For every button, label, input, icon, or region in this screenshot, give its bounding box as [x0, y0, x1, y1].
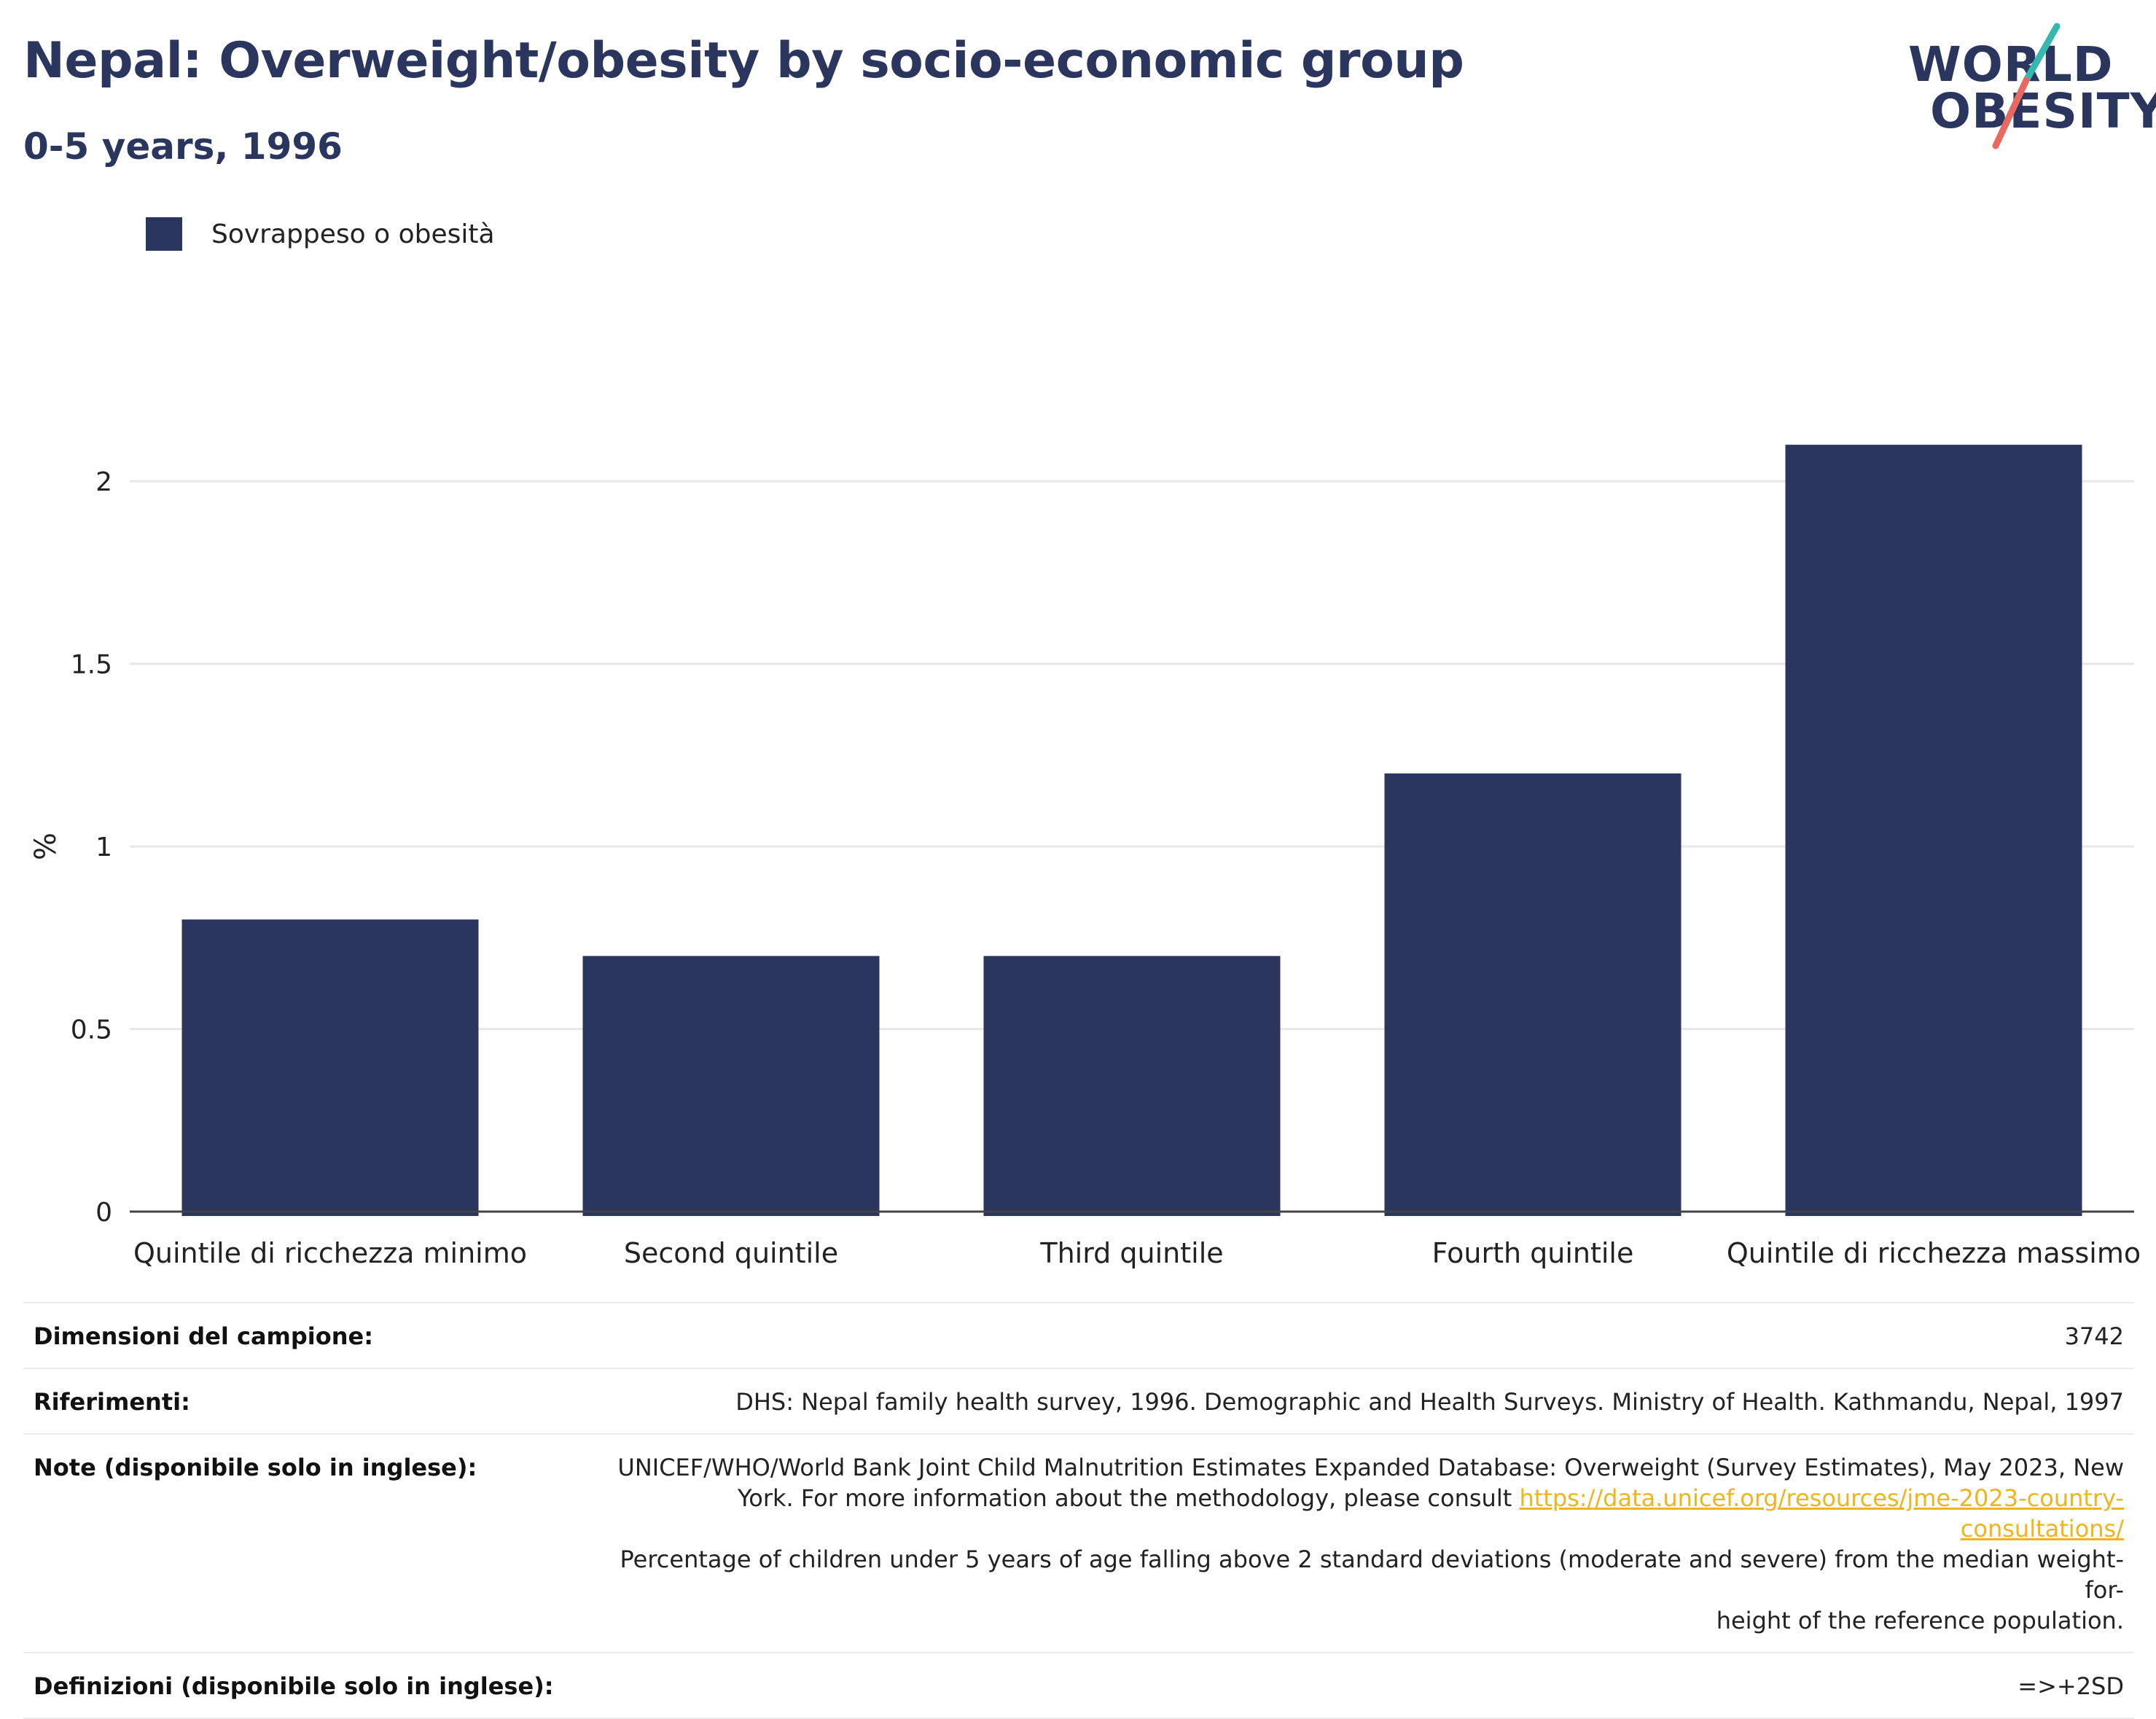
notes-link[interactable]: https://data.unicef.org/resources/jme-20…: [1519, 1484, 2124, 1543]
sample-value: 3742: [2064, 1322, 2124, 1350]
sample-label: Dimensioni del campione:: [34, 1322, 374, 1350]
world-obesity-logo: WORLD OBESITY: [1902, 20, 2156, 159]
bar[interactable]: [1785, 445, 2082, 1217]
bar[interactable]: [983, 956, 1281, 1216]
bar[interactable]: [181, 919, 479, 1216]
bar[interactable]: [582, 956, 880, 1216]
legend-label: Sovrappeso o obesità: [211, 219, 495, 249]
x-tick-label: Fourth quintile: [1432, 1237, 1634, 1269]
y-axis-title: %: [29, 833, 63, 860]
bar[interactable]: [1384, 773, 1682, 1216]
notes-value: UNICEF/WHO/World Bank Joint Child Malnut…: [593, 1452, 2124, 1636]
x-tick-label: Second quintile: [624, 1237, 838, 1269]
x-tick-label: Quintile di ricchezza massimo: [1727, 1237, 2141, 1269]
notes-line-3: Percentage of children under 5 years of …: [620, 1545, 2125, 1604]
notes-line-2: York. For more information about the met…: [593, 1483, 2124, 1544]
definitions-label: Definizioni (disponibile solo in inglese…: [34, 1672, 554, 1700]
x-tick-label: Quintile di ricchezza minimo: [133, 1237, 527, 1269]
x-tick-label: Third quintile: [1039, 1237, 1223, 1269]
legend-swatch: [146, 217, 182, 251]
chart-title: Nepal: Overweight/obesity by socio-econo…: [23, 32, 1464, 90]
y-tick-label: 0.5: [71, 1016, 112, 1045]
logo-text-obesity: OBESITY: [1930, 83, 2156, 139]
references-label: Riferimenti:: [34, 1388, 190, 1416]
info-row-sample: Dimensioni del campione: 3742: [23, 1303, 2134, 1369]
y-tick-label: 1: [95, 833, 112, 862]
info-row-notes: Note (disponibile solo in inglese): UNIC…: [23, 1435, 2134, 1653]
notes-line-4: height of the reference population.: [1716, 1607, 2124, 1634]
y-tick-label: 0: [95, 1198, 112, 1228]
bar-chart: 0 0.5 1 1.5 2 Quintile di ricchezza minimo Se…: [29, 445, 2141, 1269]
definitions-value: =>+2SD: [2018, 1672, 2124, 1700]
logo-text-world: WORLD: [1908, 36, 2114, 93]
info-row-definitions: Definizioni (disponibile solo in inglese…: [23, 1653, 2134, 1719]
y-tick-label: 1.5: [71, 650, 112, 680]
y-tick-label: 2: [95, 467, 112, 497]
chart-subtitle: 0-5 years, 1996: [23, 125, 343, 168]
bars: [181, 445, 2082, 1217]
info-row-references: Riferimenti: DHS: Nepal family health su…: [23, 1369, 2134, 1435]
references-value: DHS: Nepal family health survey, 1996. D…: [735, 1388, 2124, 1416]
y-axis-ticks: 0 0.5 1 1.5 2: [71, 467, 112, 1228]
x-axis-ticks: Quintile di ricchezza minimo Second quint…: [133, 1237, 2141, 1269]
info-table: Dimensioni del campione: 3742 Riferiment…: [23, 1302, 2134, 1719]
notes-label: Note (disponibile solo in inglese):: [34, 1454, 477, 1481]
notes-line-1: UNICEF/WHO/World Bank Joint Child Malnut…: [617, 1454, 2124, 1481]
logo-slash-icon: [1992, 23, 2061, 149]
legend[interactable]: Sovrappeso o obesità: [146, 217, 495, 251]
notes-line-2-text: York. For more information about the met…: [737, 1484, 1520, 1512]
